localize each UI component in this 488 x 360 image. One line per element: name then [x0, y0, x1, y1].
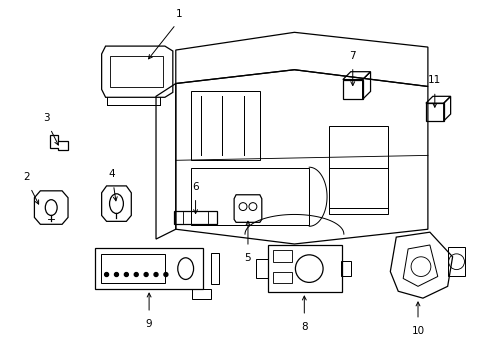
Text: 8: 8	[301, 322, 307, 332]
Circle shape	[114, 273, 118, 276]
Text: 5: 5	[244, 253, 251, 263]
Circle shape	[134, 273, 138, 276]
Bar	[190, 168, 308, 225]
Bar	[255, 259, 267, 278]
Bar	[191, 289, 211, 299]
Circle shape	[163, 273, 167, 276]
Bar	[272, 271, 292, 283]
Text: 6: 6	[192, 182, 199, 192]
Text: 9: 9	[145, 319, 152, 329]
Bar	[328, 126, 387, 215]
Text: 11: 11	[427, 76, 441, 85]
Bar	[447, 247, 465, 276]
Bar	[95, 248, 203, 289]
Bar	[267, 245, 341, 292]
Bar	[340, 261, 350, 276]
Circle shape	[144, 273, 148, 276]
Text: 1: 1	[175, 9, 182, 18]
Bar	[101, 254, 164, 283]
Circle shape	[124, 273, 128, 276]
Circle shape	[154, 273, 158, 276]
Bar	[328, 168, 387, 208]
Text: 2: 2	[23, 172, 30, 182]
Text: 4: 4	[108, 169, 115, 179]
Text: 10: 10	[410, 326, 424, 336]
Bar	[272, 250, 292, 262]
Text: 3: 3	[43, 113, 49, 123]
Bar	[190, 91, 259, 160]
Circle shape	[104, 273, 108, 276]
Text: 7: 7	[349, 51, 355, 61]
Bar	[211, 253, 219, 284]
